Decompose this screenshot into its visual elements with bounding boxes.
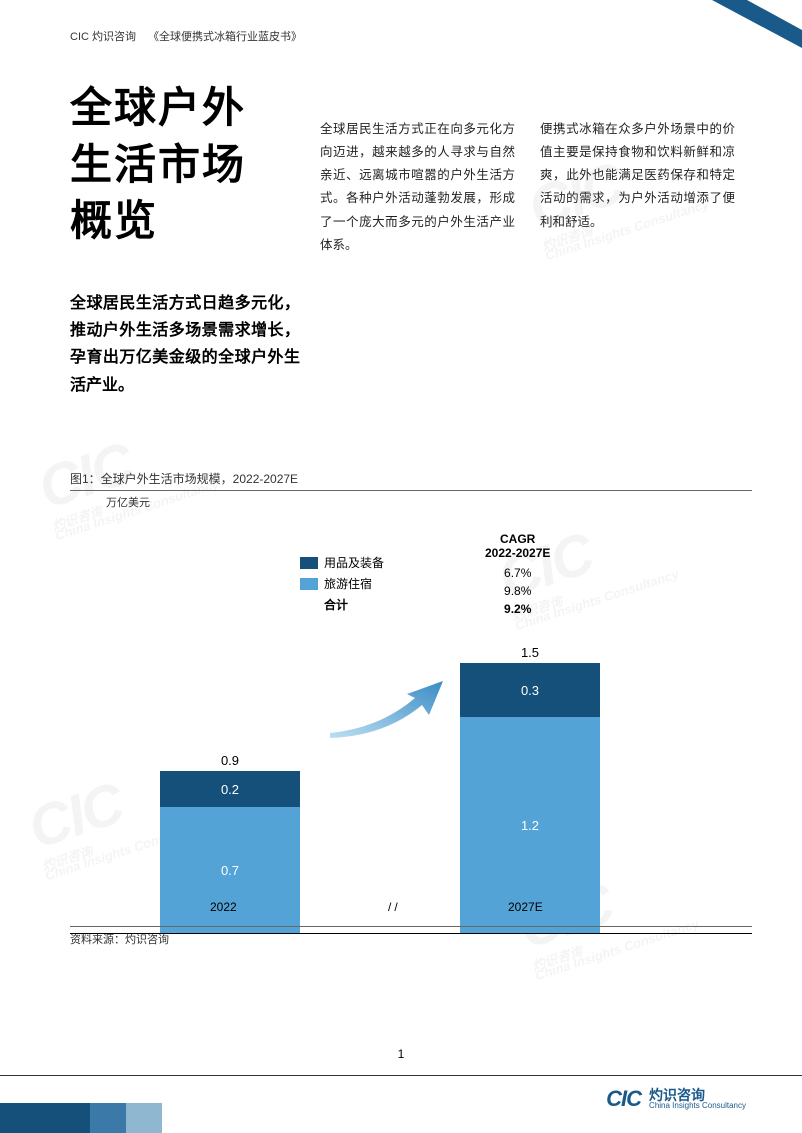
footer-block (0, 1103, 90, 1133)
footer-block (90, 1103, 126, 1133)
chart-source: 资料来源：灼识咨询 (70, 926, 752, 947)
legend-total-label: 合计 (324, 596, 348, 613)
cagr-value-total: 9.2% (485, 602, 550, 616)
legend-swatch (300, 557, 318, 569)
bar-2027e: 1.5 0.3 1.2 (460, 645, 600, 933)
header-brand: CIC 灼识咨询 (70, 28, 136, 44)
growth-arrow-icon (325, 678, 445, 738)
footer-logo: CIC 灼识咨询 China Insights Consultancy (606, 1086, 746, 1112)
bar-total-label: 1.5 (460, 645, 600, 660)
cagr-period: 2022-2027E (485, 546, 550, 560)
chart-plot-area: 用品及装备 旅游住宿 合计 CAGR 2022-2027E 6.7% 9.8% … (70, 514, 752, 934)
legend-swatch (300, 578, 318, 590)
header-doc-title: 《全球便携式冰箱行业蓝皮书》 (148, 28, 302, 44)
title-line: 概览 (70, 193, 246, 250)
cagr-title: CAGR (485, 532, 550, 546)
axis-break: // (388, 900, 401, 914)
title-line: 全球户外 (70, 80, 246, 137)
x-label: 2027E (508, 900, 543, 914)
legend-item: 用品及装备 (300, 554, 388, 571)
chart-figure-1: 图1：全球户外生活市场规模，2022-2027E 万亿美元 用品及装备 旅游住宿… (70, 470, 752, 934)
bar-segment-travel: 0.7 (160, 807, 300, 933)
document-header: CIC 灼识咨询 《全球便携式冰箱行业蓝皮书》 (0, 0, 802, 44)
legend-label: 旅游住宿 (324, 575, 388, 592)
footer-color-blocks (0, 1103, 162, 1133)
bar-segment-equipment: 0.2 (160, 771, 300, 807)
title-line: 生活市场 (70, 137, 246, 194)
chart-legend: 用品及装备 旅游住宿 合计 (300, 554, 388, 617)
body-paragraph-1: 全球居民生活方式正在向多元化方向迈进，越来越多的人寻求与自然亲近、远离城市喧嚣的… (320, 118, 515, 257)
bar-total-label: 0.9 (160, 753, 300, 768)
cagr-value: 9.8% (485, 584, 550, 598)
page-number: 1 (0, 1047, 802, 1061)
page-footer: CIC 灼识咨询 China Insights Consultancy (0, 1075, 802, 1133)
chart-unit: 万亿美元 (70, 494, 752, 510)
body-paragraph-2: 便携式冰箱在众多户外场景中的价值主要是保持食物和饮料新鲜和凉爽，此外也能满足医药… (540, 118, 735, 234)
corner-decoration (712, 0, 802, 48)
x-label: 2022 (210, 900, 237, 914)
cagr-table: CAGR 2022-2027E 6.7% 9.8% 9.2% (485, 532, 550, 620)
lead-subtitle: 全球居民生活方式日趋多元化，推动户外生活多场景需求增长，孕育出万亿美金级的全球户… (70, 290, 300, 399)
cagr-value: 6.7% (485, 566, 550, 580)
chart-caption: 图1：全球户外生活市场规模，2022-2027E (70, 470, 752, 491)
logo-mark: CIC (606, 1086, 641, 1112)
logo-en: China Insights Consultancy (649, 1102, 746, 1110)
logo-cn: 灼识咨询 (649, 1088, 746, 1102)
page-title: 全球户外 生活市场 概览 (70, 80, 246, 250)
footer-block (126, 1103, 162, 1133)
legend-item: 旅游住宿 (300, 575, 388, 592)
legend-label: 用品及装备 (324, 554, 388, 571)
bar-segment-equipment: 0.3 (460, 663, 600, 717)
legend-item-total: 合计 (300, 596, 388, 613)
